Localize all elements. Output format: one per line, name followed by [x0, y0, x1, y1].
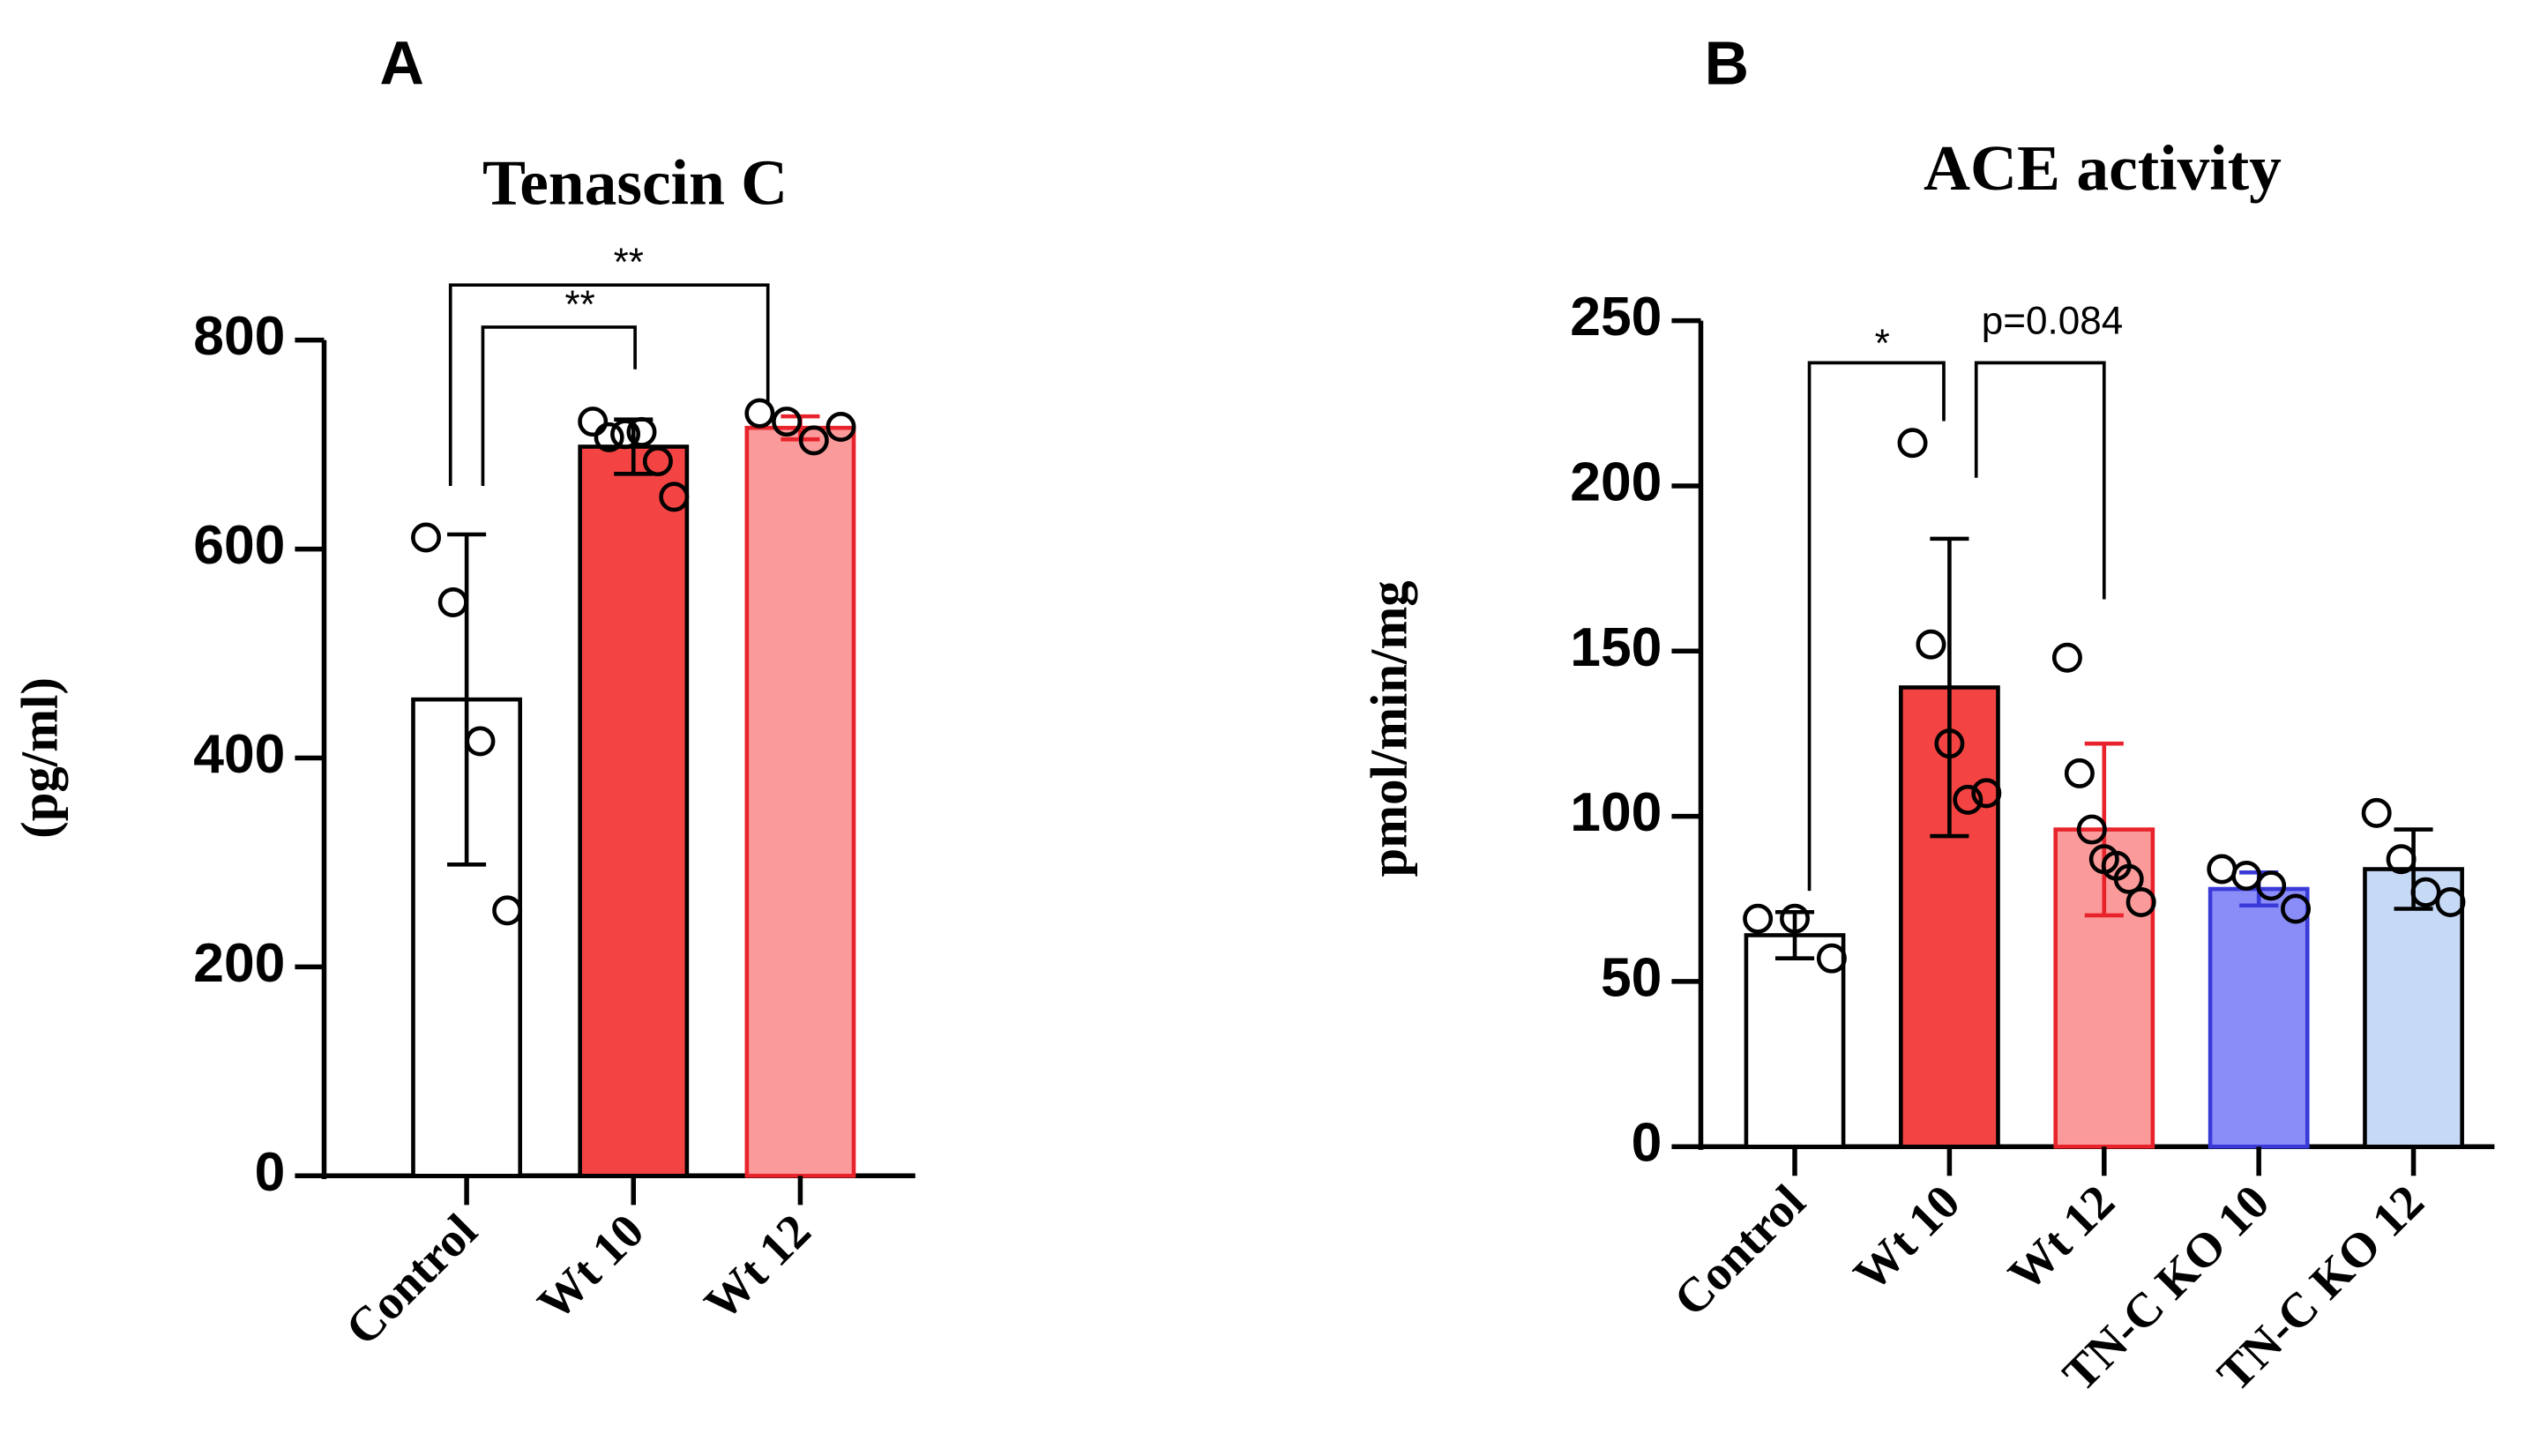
data-point: [465, 726, 496, 757]
bar: [744, 425, 856, 1178]
y-tick-label: 800: [193, 305, 285, 367]
data-point: [1971, 778, 2002, 809]
y-tick-label: 200: [193, 932, 285, 994]
x-tick-label: Wt 10: [527, 1204, 654, 1331]
data-point: [2361, 797, 2392, 828]
data-point: [2256, 870, 2287, 901]
data-point: [594, 422, 624, 452]
data-point: [411, 522, 442, 553]
data-point: [659, 482, 690, 512]
data-point: [2125, 887, 2156, 917]
data-point: [2076, 814, 2107, 845]
x-tick-label: Control: [1663, 1175, 1815, 1326]
y-tick-label: 200: [1570, 451, 1662, 512]
data-point: [1780, 903, 1811, 934]
data-point: [1934, 728, 1965, 759]
data-point: [492, 895, 523, 926]
data-point: [1816, 943, 1847, 974]
significance-bracket: [481, 325, 637, 486]
data-point: [2410, 877, 2441, 907]
x-tick-label: Control: [335, 1204, 487, 1355]
data-point: [2386, 844, 2417, 875]
data-point: [1743, 903, 1774, 934]
panel-label: B: [1705, 28, 1749, 97]
chart-title: ACE activity: [1924, 132, 2282, 204]
data-point: [578, 407, 609, 437]
y-axis-title: (pg/ml): [11, 677, 68, 839]
significance-bracket: [448, 283, 770, 486]
y-tick-label: 0: [1632, 1112, 1662, 1174]
data-point: [2207, 854, 2237, 885]
data-point: [437, 586, 468, 617]
data-point: [2281, 893, 2312, 924]
data-point: [798, 425, 829, 456]
data-point: [2064, 758, 2095, 788]
data-point: [610, 419, 641, 450]
chart-title: Tenascin C: [482, 146, 788, 218]
data-point: [642, 446, 673, 477]
data-point: [1897, 428, 1928, 459]
y-tick-label: 0: [255, 1141, 286, 1203]
data-point: [1916, 629, 1946, 660]
data-point: [744, 398, 775, 429]
x-tick-label: Wt 10: [1843, 1175, 1970, 1302]
significance-label: p=0.084: [1982, 299, 2124, 342]
significance-label: **: [565, 283, 595, 326]
significance-bracket: [1807, 361, 1946, 892]
y-tick-label: 50: [1601, 946, 1662, 1008]
error-bar: [1930, 536, 1969, 839]
error-bar: [447, 532, 487, 867]
x-tick-label: Wt 12: [1998, 1175, 2125, 1302]
data-point: [772, 407, 803, 437]
y-tick-label: 100: [1570, 781, 1662, 843]
significance-bracket: [1974, 361, 2106, 600]
bar: [578, 444, 690, 1178]
y-tick-label: 150: [1570, 616, 1662, 678]
panel-label: A: [379, 28, 423, 97]
data-point: [626, 416, 657, 447]
y-tick-label: 400: [193, 723, 285, 785]
data-point: [2435, 887, 2466, 917]
data-point: [826, 411, 856, 442]
significance-label: **: [614, 241, 644, 284]
y-tick-label: 250: [1570, 286, 1662, 347]
x-tick-label: Wt 12: [694, 1204, 821, 1331]
data-point: [1953, 784, 1983, 815]
significance-label: *: [1875, 322, 1890, 365]
bar: [2208, 886, 2310, 1149]
data-point: [2231, 861, 2262, 892]
y-axis-title: pmol/min/mg: [1360, 580, 1417, 877]
y-tick-label: 600: [193, 514, 285, 576]
bar: [1744, 933, 1846, 1149]
data-point: [2051, 642, 2082, 673]
data-point: [2113, 863, 2144, 894]
